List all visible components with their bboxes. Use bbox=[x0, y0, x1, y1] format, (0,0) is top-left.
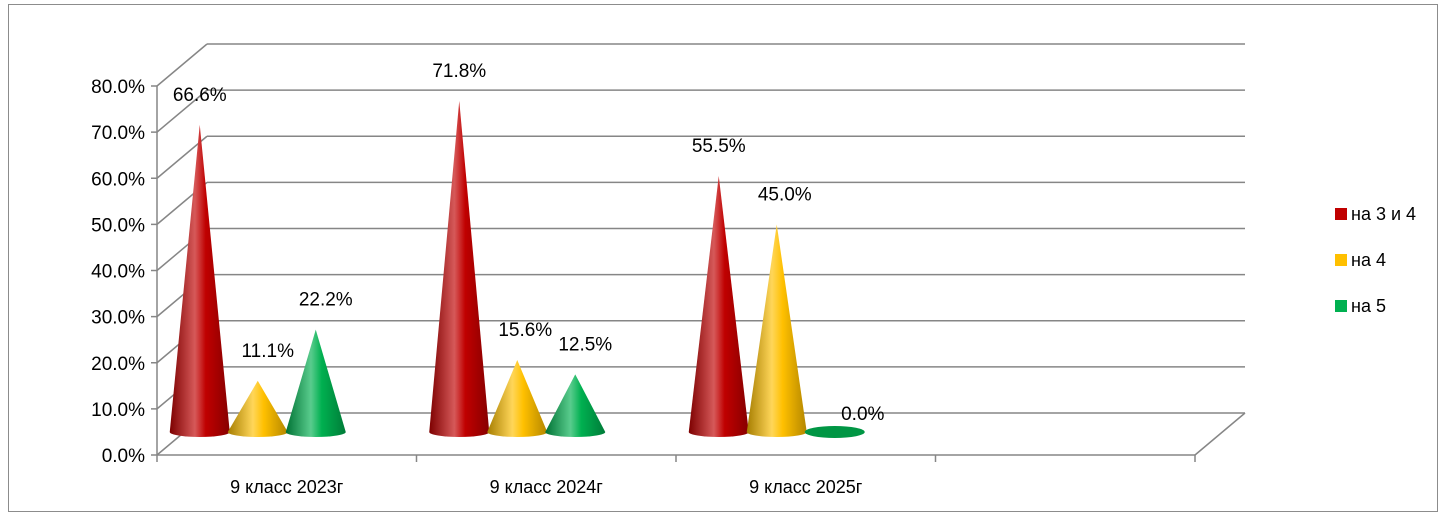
legend-swatch bbox=[1335, 300, 1347, 312]
legend-swatch bbox=[1335, 208, 1347, 220]
y-tick-label: 70.0% bbox=[91, 123, 145, 144]
data-label: 71.8% bbox=[432, 61, 486, 82]
data-label: 66.6% bbox=[173, 85, 227, 106]
y-tick-label: 20.0% bbox=[91, 354, 145, 375]
cone-mark bbox=[746, 224, 807, 437]
legend-label: на 4 bbox=[1351, 250, 1386, 270]
y-tick-label: 60.0% bbox=[91, 169, 145, 190]
data-label: 12.5% bbox=[558, 334, 612, 355]
cone-mark bbox=[487, 360, 548, 437]
x-category-label: 9 класс 2024г bbox=[490, 477, 604, 497]
cone-mark bbox=[688, 176, 749, 437]
cone-mark bbox=[169, 124, 230, 438]
legend-swatch bbox=[1335, 254, 1347, 266]
data-label: 0.0% bbox=[841, 404, 884, 425]
y-tick-label: 10.0% bbox=[91, 400, 145, 421]
cone-mark bbox=[804, 426, 865, 438]
gridline-diagonal bbox=[156, 43, 208, 87]
data-label: 11.1% bbox=[242, 341, 295, 362]
labels-layer: 0.0% 10.0% 20.0% 30.0% 40.0% 50.0% 60.0% 70.0% 8… bbox=[91, 61, 884, 497]
floor-right-edge bbox=[1194, 412, 1246, 456]
y-tick-label: 30.0% bbox=[91, 308, 145, 329]
marks-layer bbox=[169, 100, 865, 438]
y-tick-label: 40.0% bbox=[91, 262, 145, 283]
x-category-label: 9 класс 2023г bbox=[230, 477, 344, 497]
data-label: 15.6% bbox=[498, 320, 552, 341]
cone-mark bbox=[285, 329, 346, 437]
x-category-label: 9 класс 2025г bbox=[749, 477, 863, 497]
data-label: 22.2% bbox=[299, 290, 353, 311]
legend-label: на 3 и 4 bbox=[1351, 204, 1416, 224]
y-tick-label: 0.0% bbox=[102, 446, 145, 467]
cone-mark bbox=[429, 100, 490, 437]
data-label: 55.5% bbox=[692, 136, 746, 157]
cone-mark bbox=[227, 380, 288, 437]
y-tick-label: 50.0% bbox=[91, 215, 145, 236]
cone-mark bbox=[545, 374, 606, 437]
gridline-diagonal bbox=[156, 89, 208, 133]
data-label: 45.0% bbox=[758, 184, 812, 205]
legend-label: на 5 bbox=[1351, 296, 1386, 316]
legend: на 3 и 4 на 4 на 5 bbox=[1335, 204, 1416, 316]
y-tick-label: 80.0% bbox=[91, 77, 145, 98]
